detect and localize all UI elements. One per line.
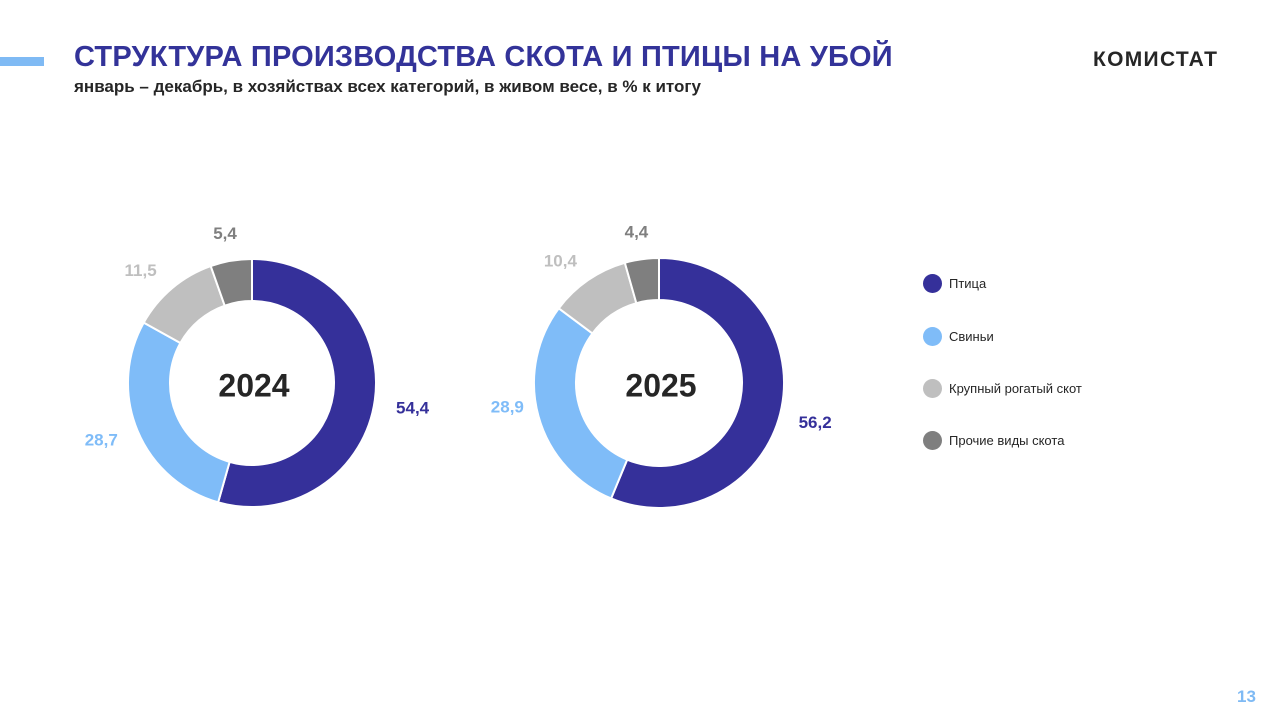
donut-2024-label-other: 5,4 bbox=[213, 224, 237, 243]
accent-bar bbox=[0, 57, 44, 66]
donut-2024-center-label: 2024 bbox=[218, 367, 289, 403]
page-number: 13 bbox=[1237, 687, 1256, 706]
legend-swatch-other bbox=[923, 431, 942, 450]
donut-2024-label-poultry: 54,4 bbox=[396, 398, 430, 417]
donut-2025-label-other: 4,4 bbox=[625, 222, 649, 241]
donut-2024-slice-pigs bbox=[127, 321, 231, 504]
donut-2025-slice-poultry bbox=[609, 256, 785, 509]
donut-2025-center-label: 2025 bbox=[625, 367, 696, 403]
legend-item-cattle: Крупный рогатый скот bbox=[923, 379, 1082, 398]
page-subtitle: январь – декабрь, в хозяйствах всех кате… bbox=[74, 77, 701, 96]
brand-logo: КОМИСТАТ bbox=[1093, 48, 1219, 71]
donut-2024-label-cattle: 11,5 bbox=[125, 261, 157, 280]
donut-2025-label-cattle: 10,4 bbox=[544, 251, 578, 270]
legend-swatch-poultry bbox=[923, 274, 942, 293]
legend-label-poultry: Птица bbox=[949, 276, 987, 291]
page-title: СТРУКТУРА ПРОИЗВОДСТВА СКОТА И ПТИЦЫ НА … bbox=[74, 41, 893, 73]
legend-label-cattle: Крупный рогатый скот bbox=[949, 381, 1082, 396]
donut-2025-label-poultry: 56,2 bbox=[799, 413, 832, 432]
legend-item-poultry: Птица bbox=[923, 274, 986, 293]
donut-2024-label-pigs: 28,7 bbox=[85, 431, 118, 450]
legend-label-pigs: Свиньи bbox=[949, 329, 994, 344]
donut-2024-slice-poultry bbox=[216, 257, 377, 508]
donut-2025-label-pigs: 28,9 bbox=[491, 398, 524, 417]
donut-2024-slice-other bbox=[209, 257, 253, 307]
legend-item-other: Прочие виды скота bbox=[923, 431, 1064, 450]
legend-item-pigs: Свиньи bbox=[923, 327, 994, 346]
legend-swatch-pigs bbox=[923, 327, 942, 346]
legend-swatch-cattle bbox=[923, 379, 942, 398]
donut-2025-slice-other bbox=[623, 256, 660, 305]
legend-label-other: Прочие виды скота bbox=[949, 433, 1065, 448]
donut-2025-slice-pigs bbox=[533, 306, 629, 500]
